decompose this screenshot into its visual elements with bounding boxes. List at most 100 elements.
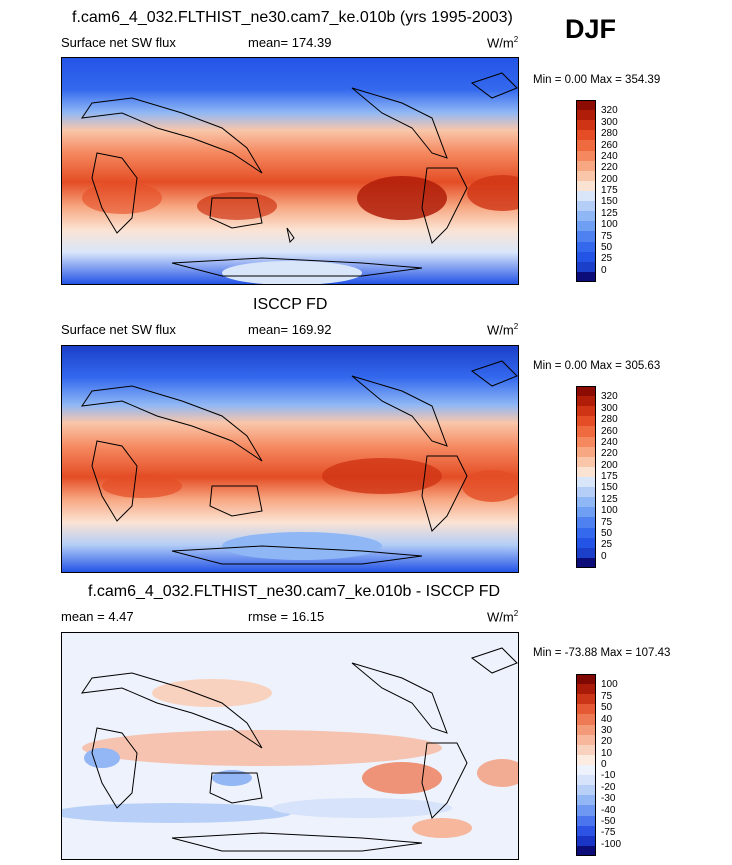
panel1-minmax: Min = 0.00 Max = 354.39 [533,74,660,86]
colorbar-swatch [576,211,596,222]
colorbar-swatch [576,242,596,253]
colorbar-swatch [576,765,596,776]
colorbar-swatch [576,528,596,539]
colorbar-tick-label: 25 [601,540,612,550]
panel1-field [62,58,518,284]
colorbar-swatch [576,497,596,508]
colorbar-tick-label: 75 [601,518,612,528]
colorbar-tick-label: 260 [601,427,618,437]
colorbar-tick-label: 10 [601,749,612,759]
panel2-units: W/m2 [487,322,518,337]
colorbar-swatch [576,120,596,131]
colorbar-swatch [576,406,596,417]
panel3-rmse-label: rmse = 16.15 [248,609,324,624]
panel2-variable-label: Surface net SW flux [61,322,176,337]
panel1-colorbar: 320 300 280 260 240 220 200 175 150 125 100 75 50 25 0 [576,100,636,282]
colorbar-swatch [576,151,596,162]
colorbar-swatch [576,725,596,736]
panel3-title: f.cam6_4_032.FLTHIST_ne30.cam7_ke.010b -… [88,583,500,601]
panel2-colorbar: 320 300 280 260 240 220 200 175 150 125 100 75 50 25 0 [576,386,636,568]
colorbar-tick-label: 50 [601,703,612,713]
colorbar-swatch [576,396,596,407]
colorbar-tick-label: 320 [601,106,618,116]
panel3-mean-label: mean = 4.47 [61,609,134,624]
colorbar-tick-label: 40 [601,715,612,725]
colorbar-swatch [576,785,596,796]
colorbar-swatch [576,795,596,806]
panel3-field [62,633,518,859]
colorbar-tick-label: -100 [601,840,621,850]
colorbar-tick-label: 320 [601,392,618,402]
colorbar-tick-label: 75 [601,692,612,702]
colorbar-swatch [576,252,596,263]
colorbar-tick-label: -50 [601,817,615,827]
colorbar-tick-label: 220 [601,449,618,459]
colorbar-tick-label: 100 [601,220,618,230]
colorbar-tick-label: -10 [601,771,615,781]
colorbar-swatch [576,558,596,569]
colorbar-swatch [576,161,596,172]
panel1-units: W/m2 [487,35,518,50]
colorbar-tick-label: 100 [601,680,618,690]
colorbar-swatch [576,755,596,766]
colorbar-swatch [576,684,596,695]
colorbar-swatch [576,826,596,837]
colorbar-swatch [576,704,596,715]
panel2-title: ISCCP FD [253,296,327,314]
colorbar-tick-label: 150 [601,483,618,493]
colorbar-tick-label: 150 [601,197,618,207]
colorbar-swatch [576,674,596,685]
colorbar-tick-label: 200 [601,175,618,185]
colorbar-swatch [576,745,596,756]
panel2-field [62,346,518,572]
colorbar-tick-label: 25 [601,254,612,264]
colorbar-swatch [576,836,596,847]
colorbar-swatch [576,201,596,212]
colorbar-tick-label: 0 [601,552,607,562]
colorbar-swatch [576,416,596,427]
colorbar-swatch [576,191,596,202]
colorbar-tick-label: 50 [601,529,612,539]
colorbar-tick-label: 50 [601,243,612,253]
colorbar-tick-label: 20 [601,737,612,747]
panel3-map [61,632,519,860]
colorbar-swatch [576,775,596,786]
colorbar-swatch [576,846,596,857]
colorbar-swatch [576,426,596,437]
colorbar-tick-label: 220 [601,163,618,173]
colorbar-swatch [576,805,596,816]
colorbar-tick-label: 30 [601,726,612,736]
colorbar-tick-label: -30 [601,794,615,804]
colorbar-swatch [576,437,596,448]
colorbar-swatch [576,100,596,111]
panel3-colorbar: 100 75 50 40 30 20 10 0 -10 -20 -30 -40 -50 -75 -100 [576,674,636,856]
colorbar-swatch [576,130,596,141]
colorbar-tick-label: 0 [601,266,607,276]
colorbar-tick-label: 175 [601,472,618,482]
colorbar-swatch [576,507,596,518]
panel1-variable-label: Surface net SW flux [61,35,176,50]
colorbar-swatch [576,816,596,827]
colorbar-swatch [576,386,596,397]
colorbar-swatch [576,735,596,746]
colorbar-tick-label: 260 [601,141,618,151]
season-label: DJF [565,14,616,45]
colorbar-swatch [576,714,596,725]
colorbar-swatch [576,231,596,242]
panel1-mean-label: mean= 174.39 [248,35,331,50]
panel2-minmax: Min = 0.00 Max = 305.63 [533,360,660,372]
colorbar-swatch [576,487,596,498]
colorbar-swatch [576,272,596,283]
colorbar-swatch [576,467,596,478]
panel1-title: f.cam6_4_032.FLTHIST_ne30.cam7_ke.010b (… [72,9,513,27]
colorbar-tick-label: 300 [601,118,618,128]
colorbar-tick-label: -20 [601,783,615,793]
colorbar-tick-label: -40 [601,806,615,816]
colorbar-tick-label: 100 [601,506,618,516]
panel3-minmax: Min = -73.88 Max = 107.43 [533,647,670,659]
panel2-map [61,345,519,573]
colorbar-swatch [576,538,596,549]
colorbar-tick-label: 200 [601,461,618,471]
colorbar-tick-label: 125 [601,209,618,219]
colorbar-swatch [576,548,596,559]
